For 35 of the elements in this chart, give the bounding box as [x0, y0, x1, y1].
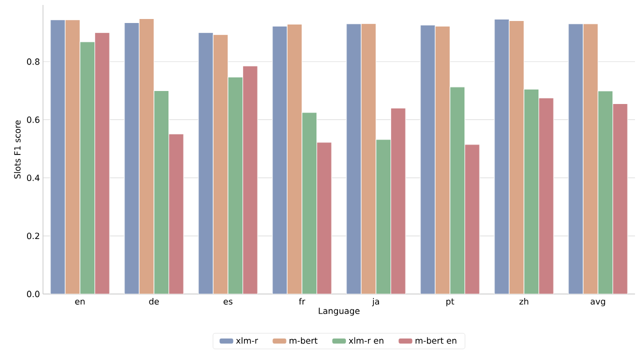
bar — [286, 24, 302, 294]
y-tick-label: 0.4 — [27, 174, 40, 182]
bar — [420, 24, 436, 294]
bar — [434, 26, 450, 294]
bar — [568, 24, 584, 294]
x-tick-label: en — [75, 300, 85, 305]
x-tick-label: zh — [519, 298, 528, 304]
bar — [360, 23, 376, 294]
bar — [64, 20, 80, 294]
x-tick-label: de — [149, 298, 159, 305]
y-tick-label: 0.2 — [27, 232, 40, 240]
bar — [494, 18, 510, 294]
bar — [212, 34, 228, 294]
legend-label: xlm-r en — [348, 337, 384, 344]
legend-label: xlm-r — [236, 337, 258, 344]
bar — [508, 20, 524, 294]
bar — [124, 22, 140, 294]
bar — [272, 26, 288, 294]
x-tick-label: ja — [372, 298, 380, 306]
bar — [582, 24, 598, 294]
bar — [198, 32, 214, 294]
y-tick-label: 0.0 — [27, 290, 40, 298]
x-tick-label: es — [224, 300, 232, 305]
legend-label: m-bert en — [416, 337, 456, 344]
x-tick-label: pt — [446, 298, 454, 306]
y-axis-title: Slots F1 score — [14, 120, 21, 179]
y-tick-label: 0.6 — [27, 116, 40, 123]
x-tick-label: avg — [590, 300, 606, 306]
bar — [50, 20, 66, 294]
bar — [138, 18, 154, 294]
x-tick-label: fr — [298, 298, 306, 304]
bar — [346, 24, 362, 294]
x-axis-title: Language — [318, 308, 360, 316]
legend-label: m-bert — [290, 337, 318, 344]
y-tick-label: 0.8 — [27, 58, 40, 65]
